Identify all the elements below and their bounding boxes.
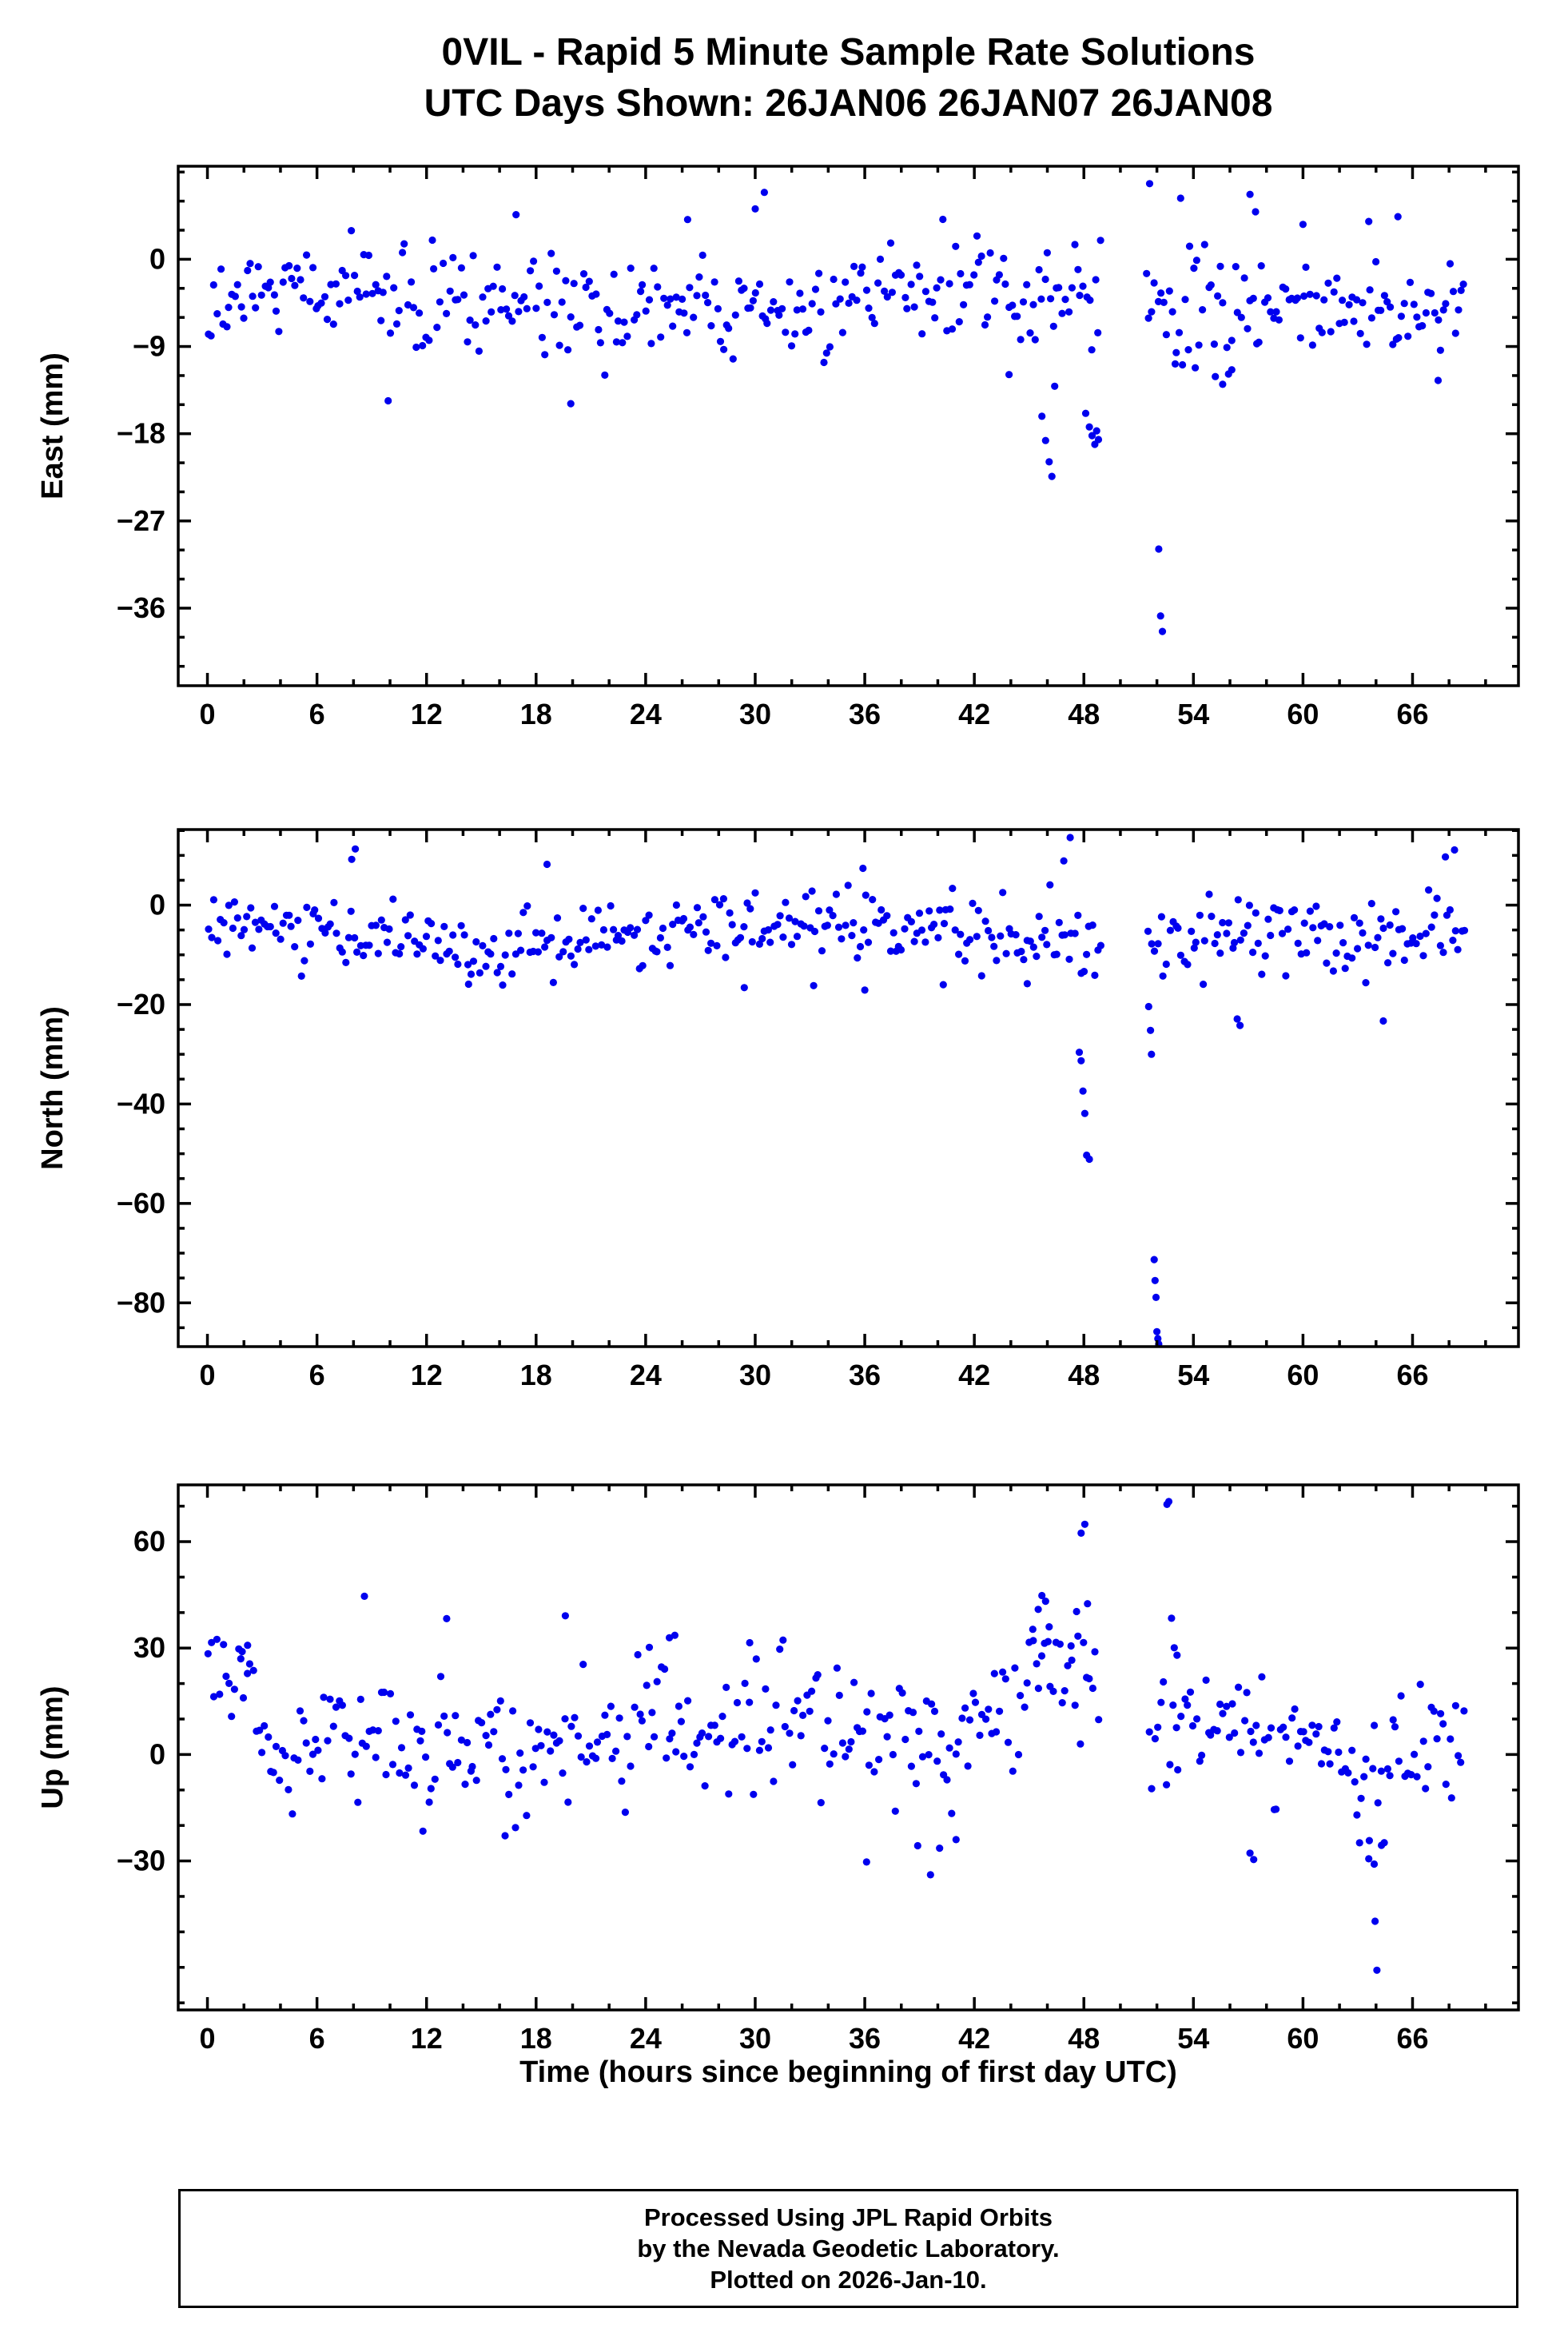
svg-text:60: 60 bbox=[133, 1525, 165, 1558]
svg-text:54: 54 bbox=[1177, 2022, 1209, 2055]
svg-text:54: 54 bbox=[1177, 1359, 1209, 1391]
svg-text:0: 0 bbox=[149, 1737, 165, 1770]
svg-text:24: 24 bbox=[630, 2022, 662, 2055]
svg-text:−18: −18 bbox=[117, 417, 165, 450]
svg-text:24: 24 bbox=[630, 1359, 662, 1391]
svg-text:18: 18 bbox=[520, 698, 552, 730]
svg-text:−9: −9 bbox=[133, 330, 165, 363]
footer-line-2: by the Nevada Geodetic Laboratory. bbox=[637, 2235, 1060, 2262]
svg-text:36: 36 bbox=[849, 1359, 881, 1391]
svg-text:0: 0 bbox=[149, 242, 165, 275]
svg-text:48: 48 bbox=[1068, 2022, 1100, 2055]
panel-north-y-axis-label: North (mm) bbox=[36, 1006, 70, 1170]
panel-up-points bbox=[204, 1498, 1468, 1974]
svg-text:12: 12 bbox=[411, 1359, 443, 1391]
panel-east-tick-labels: 0 6 12 18 24 30 36 42 48 54 60 66 0 −9 −18 −27 −36 bbox=[117, 242, 1429, 730]
panel-up-y-axis-label: Up (mm) bbox=[36, 1685, 70, 1809]
panel-north-frame bbox=[177, 828, 1520, 1348]
svg-text:−40: −40 bbox=[117, 1087, 165, 1120]
svg-text:−80: −80 bbox=[117, 1286, 165, 1319]
svg-text:30: 30 bbox=[739, 2022, 771, 2055]
svg-text:54: 54 bbox=[1177, 698, 1209, 730]
panel-east-frame bbox=[177, 165, 1520, 687]
svg-text:−20: −20 bbox=[117, 988, 165, 1021]
svg-text:24: 24 bbox=[630, 698, 662, 730]
svg-text:66: 66 bbox=[1396, 698, 1428, 730]
svg-text:42: 42 bbox=[958, 2022, 990, 2055]
svg-text:6: 6 bbox=[309, 2022, 325, 2055]
panel-up-frame bbox=[177, 1483, 1520, 2012]
svg-text:−27: −27 bbox=[117, 504, 165, 537]
svg-text:12: 12 bbox=[411, 2022, 443, 2055]
footer-line-1: Processed Using JPL Rapid Orbits bbox=[643, 2203, 1053, 2231]
svg-text:48: 48 bbox=[1068, 698, 1100, 730]
svg-text:−30: −30 bbox=[117, 1845, 165, 1877]
chart-title-block: 0VIL - Rapid 5 Minute Sample Rate Soluti… bbox=[178, 27, 1518, 129]
panel-east-y-axis-label: East (mm) bbox=[36, 352, 70, 499]
chart-title: 0VIL - Rapid 5 Minute Sample Rate Soluti… bbox=[441, 31, 1256, 74]
svg-text:48: 48 bbox=[1068, 1359, 1100, 1391]
svg-text:−60: −60 bbox=[117, 1187, 165, 1220]
svg-text:0: 0 bbox=[149, 889, 165, 921]
svg-text:−36: −36 bbox=[117, 591, 165, 624]
svg-text:6: 6 bbox=[309, 1359, 325, 1391]
svg-text:66: 66 bbox=[1396, 1359, 1428, 1391]
svg-text:0: 0 bbox=[200, 1359, 216, 1391]
footer-line-3: Plotted on 2026-Jan-10. bbox=[710, 2266, 987, 2294]
svg-text:66: 66 bbox=[1396, 2022, 1428, 2055]
panel-up-tick-labels: 0 6 12 18 24 30 36 42 48 54 60 66 60 30 0 −30 bbox=[117, 1525, 1429, 2055]
svg-text:60: 60 bbox=[1287, 698, 1319, 730]
svg-text:60: 60 bbox=[1287, 2022, 1319, 2055]
x-axis-label: Time (hours since beginning of first day… bbox=[519, 2055, 1177, 2089]
svg-text:0: 0 bbox=[200, 2022, 216, 2055]
svg-text:30: 30 bbox=[739, 1359, 771, 1391]
panel-north-points bbox=[205, 834, 1469, 1347]
svg-text:6: 6 bbox=[309, 698, 325, 730]
svg-text:60: 60 bbox=[1287, 1359, 1319, 1391]
svg-text:18: 18 bbox=[520, 1359, 552, 1391]
svg-text:18: 18 bbox=[520, 2022, 552, 2055]
svg-text:0: 0 bbox=[200, 698, 216, 730]
panel-north-tick-labels: 0 6 12 18 24 30 36 42 48 54 60 66 0 −20 −40 −60 −80 bbox=[117, 889, 1429, 1391]
footer-box: Processed Using JPL Rapid Orbits by the … bbox=[178, 2189, 1518, 2308]
chart-subtitle: UTC Days Shown: 26JAN06 26JAN07 26JAN08 bbox=[424, 82, 1273, 125]
svg-text:42: 42 bbox=[958, 1359, 990, 1391]
svg-text:12: 12 bbox=[411, 698, 443, 730]
svg-text:36: 36 bbox=[849, 2022, 881, 2055]
panel-east-points bbox=[205, 180, 1467, 635]
svg-text:30: 30 bbox=[133, 1631, 165, 1664]
svg-text:30: 30 bbox=[739, 698, 771, 730]
svg-text:36: 36 bbox=[849, 698, 881, 730]
svg-text:42: 42 bbox=[958, 698, 990, 730]
